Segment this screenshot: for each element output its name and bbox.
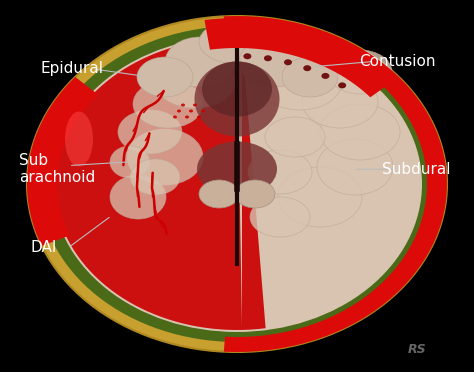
Ellipse shape — [320, 104, 400, 160]
Polygon shape — [27, 77, 98, 246]
Ellipse shape — [155, 56, 235, 108]
Ellipse shape — [27, 16, 447, 352]
Ellipse shape — [338, 82, 346, 89]
Polygon shape — [204, 18, 397, 97]
Ellipse shape — [248, 150, 312, 194]
Ellipse shape — [199, 20, 275, 64]
Ellipse shape — [202, 61, 272, 116]
Ellipse shape — [199, 180, 239, 208]
Ellipse shape — [118, 110, 182, 154]
Ellipse shape — [250, 197, 310, 237]
Text: Contusion: Contusion — [360, 54, 436, 69]
Ellipse shape — [127, 129, 203, 185]
Ellipse shape — [258, 54, 342, 110]
Text: Subdural: Subdural — [382, 162, 450, 177]
Ellipse shape — [197, 141, 277, 196]
Ellipse shape — [278, 167, 362, 227]
Ellipse shape — [130, 159, 180, 195]
Ellipse shape — [177, 109, 181, 112]
Ellipse shape — [165, 37, 235, 87]
Ellipse shape — [328, 50, 392, 94]
Ellipse shape — [264, 55, 272, 61]
Text: Epidural: Epidural — [40, 61, 103, 76]
Ellipse shape — [110, 146, 150, 178]
Polygon shape — [54, 38, 265, 330]
Ellipse shape — [189, 109, 193, 112]
Ellipse shape — [133, 80, 203, 128]
Ellipse shape — [321, 73, 329, 79]
Ellipse shape — [289, 40, 361, 84]
Ellipse shape — [173, 115, 177, 119]
Ellipse shape — [52, 36, 422, 332]
Ellipse shape — [39, 26, 435, 342]
Ellipse shape — [284, 59, 292, 65]
Ellipse shape — [110, 175, 166, 219]
Ellipse shape — [282, 57, 338, 97]
Ellipse shape — [137, 57, 193, 97]
Ellipse shape — [243, 53, 251, 59]
Ellipse shape — [181, 103, 185, 106]
Text: DAI: DAI — [31, 240, 57, 255]
Ellipse shape — [265, 117, 325, 157]
Ellipse shape — [317, 139, 393, 195]
Ellipse shape — [239, 37, 309, 87]
Text: Sub
arachnoid: Sub arachnoid — [19, 153, 95, 186]
Ellipse shape — [65, 112, 93, 167]
Ellipse shape — [193, 103, 197, 106]
Ellipse shape — [303, 65, 311, 71]
Ellipse shape — [197, 115, 201, 119]
Ellipse shape — [194, 61, 280, 137]
Polygon shape — [224, 16, 447, 352]
Ellipse shape — [235, 180, 275, 208]
Ellipse shape — [201, 109, 205, 112]
Ellipse shape — [185, 115, 189, 119]
Text: RS: RS — [408, 343, 427, 356]
Ellipse shape — [302, 76, 378, 128]
